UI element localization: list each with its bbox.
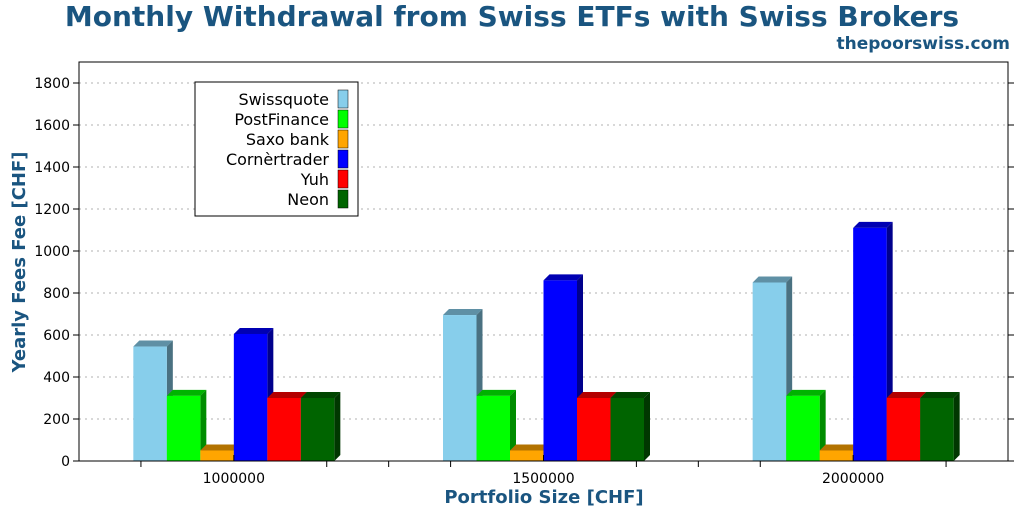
legend-label: Yuh — [300, 170, 329, 189]
chart-title: Monthly Withdrawal from Swiss ETFs with … — [64, 0, 960, 33]
site-label: thepoorswiss.com — [836, 34, 1011, 54]
y-tick-label: 1400 — [34, 160, 70, 176]
bar-top — [853, 221, 893, 228]
bar — [786, 395, 820, 461]
bar-top — [200, 444, 240, 451]
bar — [166, 395, 201, 461]
bar — [300, 398, 335, 461]
y-tick-label: 800 — [43, 286, 70, 302]
y-tick-label: 1000 — [34, 244, 70, 260]
bar — [200, 450, 234, 461]
bar-top — [300, 392, 341, 398]
bar-side — [200, 389, 207, 461]
legend-label: Saxo bank — [246, 130, 330, 149]
y-tick-label: 200 — [43, 412, 70, 428]
bar-top — [886, 392, 927, 398]
legend-swatch — [337, 169, 349, 189]
legend-swatch — [337, 109, 349, 129]
bar-top — [133, 340, 173, 347]
bar-top — [510, 444, 550, 451]
bar — [543, 280, 577, 461]
x-tick-label: 1500000 — [512, 471, 574, 487]
bar-top — [233, 327, 274, 334]
bars — [133, 221, 960, 461]
axes: 0 200 400 600 800 1000 1200 1400 1600 1800 1000000… — [34, 61, 1014, 487]
legend-box — [194, 81, 359, 217]
x-tick-label: 1000000 — [203, 471, 265, 487]
bar — [476, 395, 510, 461]
y-tick-label: 1200 — [34, 202, 70, 218]
bar — [133, 346, 167, 461]
bar-side — [510, 389, 516, 461]
y-tick-label: 1600 — [34, 118, 70, 134]
legend-label: Swissquote — [238, 90, 329, 109]
y-tick-label: 1800 — [34, 76, 70, 92]
bar — [752, 282, 787, 461]
bar — [267, 398, 301, 461]
bar-top — [752, 276, 793, 283]
bar — [853, 227, 887, 461]
bar-top — [267, 392, 307, 398]
bar-top — [920, 392, 960, 398]
legend-label: Cornèrtrader — [226, 150, 329, 169]
bar — [819, 450, 854, 461]
x-tick-label: 2000000 — [822, 471, 884, 487]
bar — [610, 398, 644, 461]
legend-swatch — [337, 149, 349, 169]
legend-swatch — [337, 89, 349, 109]
bar-side — [334, 392, 341, 461]
y-axis-label: Yearly Fees Fee [CHF] — [9, 151, 30, 373]
bar-side — [644, 392, 650, 461]
bar-top — [443, 309, 483, 316]
bar — [510, 450, 544, 461]
bar-side — [819, 389, 826, 461]
bar-top — [577, 392, 617, 398]
bar-top — [476, 389, 516, 396]
legend-label: Neon — [287, 190, 329, 209]
bar — [233, 333, 268, 461]
bar-top — [819, 444, 860, 451]
bar — [577, 398, 611, 461]
bar — [920, 398, 954, 461]
bar-top — [786, 389, 826, 396]
legend-label: PostFinance — [234, 110, 329, 129]
y-tick-label: 600 — [43, 328, 70, 344]
bar-top — [166, 389, 207, 396]
legend-swatch — [337, 189, 349, 209]
bar — [886, 398, 921, 461]
legend-swatch — [337, 129, 349, 149]
y-tick-label: 400 — [43, 370, 70, 386]
x-axis-label: Portfolio Size [CHF] — [444, 487, 643, 508]
bar-top — [610, 392, 650, 398]
bar-side — [953, 392, 960, 461]
y-tick-label: 0 — [61, 454, 70, 470]
bar — [443, 315, 477, 461]
bar-top — [543, 274, 583, 281]
